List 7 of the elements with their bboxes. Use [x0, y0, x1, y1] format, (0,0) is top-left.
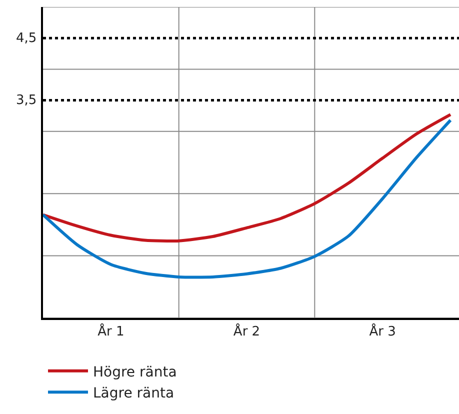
ref-line-label: 4,5: [16, 31, 37, 46]
x-tick-label: År 1: [98, 322, 124, 340]
legend-label: Högre ränta: [93, 364, 177, 380]
x-tick-label: År 3: [369, 322, 396, 340]
legend-label: Lägre ränta: [93, 386, 174, 402]
ref-line-label: 3,5: [16, 93, 37, 108]
x-tick-label: År 2: [233, 322, 260, 340]
